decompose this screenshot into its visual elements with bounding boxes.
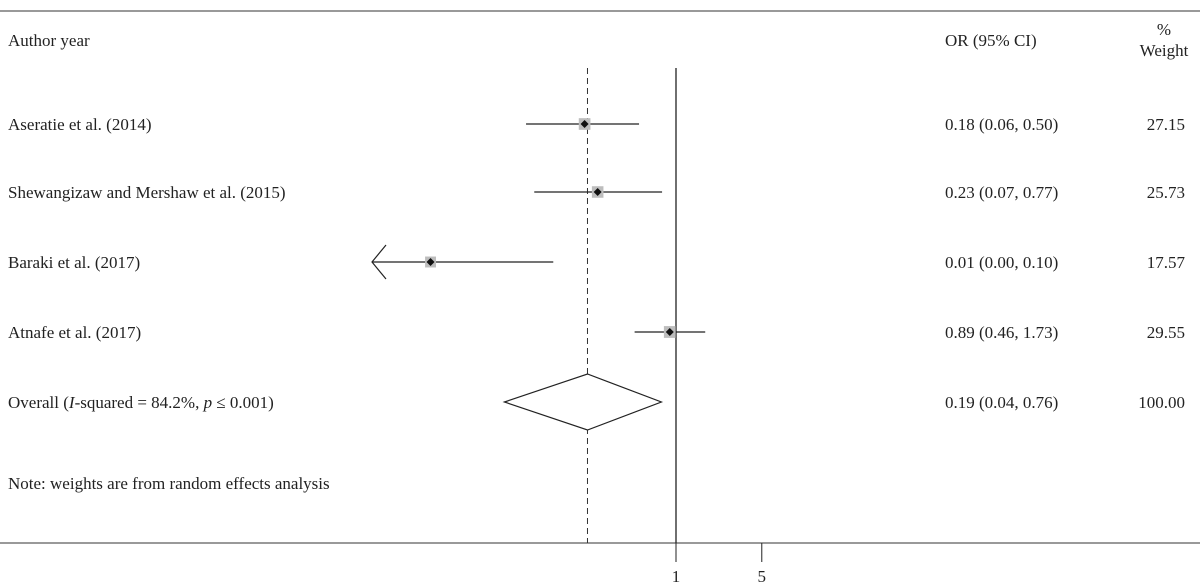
study-label: Atnafe et al. (2017) (8, 323, 141, 342)
study-or-ci: 0.01 (0.00, 0.10) (945, 253, 1058, 272)
point-estimate-marker (580, 120, 589, 128)
study-row: Atnafe et al. (2017) 0.89 (0.46, 1.73) 29.… (8, 323, 1185, 342)
ci-arrow-left (371, 244, 387, 280)
overall-weight: 100.00 (1138, 393, 1185, 412)
overall-row: Overall (I-squared = 84.2%, p ≤ 0.001) 0.… (8, 373, 1185, 431)
point-estimate-marker (593, 188, 602, 196)
study-weight: 17.57 (1147, 253, 1186, 272)
header-effect-label: OR (95% CI) (945, 31, 1037, 50)
study-row: Shewangizaw and Mershaw et al. (2015) 0.2… (8, 183, 1185, 202)
note-text: Note: weights are from random effects an… (8, 474, 330, 493)
study-weight: 29.55 (1147, 323, 1185, 342)
study-weight: 27.15 (1147, 115, 1185, 134)
point-estimate-marker (426, 258, 435, 266)
study-label: Baraki et al. (2017) (8, 253, 140, 272)
study-rows: Aseratie et al. (2014) 0.18 (0.06, 0.50) 2… (8, 115, 1186, 342)
overall-label: Overall (I-squared = 84.2%, p ≤ 0.001) (8, 393, 274, 412)
point-estimate-marker (665, 328, 674, 336)
study-row: Aseratie et al. (2014) 0.18 (0.06, 0.50) 2… (8, 115, 1185, 134)
x-tick-label: 1 (672, 567, 681, 586)
study-or-ci: 0.23 (0.07, 0.77) (945, 183, 1058, 202)
study-or-ci: 0.18 (0.06, 0.50) (945, 115, 1058, 134)
header-study-label: Author year (8, 31, 90, 50)
overall-or-ci: 0.19 (0.04, 0.76) (945, 393, 1058, 412)
study-row: Baraki et al. (2017) 0.01 (0.00, 0.10) 17.… (8, 244, 1186, 280)
study-label: Aseratie et al. (2014) (8, 115, 152, 134)
study-weight: 25.73 (1147, 183, 1185, 202)
x-tick-label: 5 (758, 567, 767, 586)
study-or-ci: 0.89 (0.46, 1.73) (945, 323, 1058, 342)
overall-diamond (502, 373, 664, 431)
header-weight-label-bottom: Weight (1140, 41, 1189, 60)
header-weight-label-top: % (1157, 20, 1171, 39)
study-label: Shewangizaw and Mershaw et al. (2015) (8, 183, 286, 202)
